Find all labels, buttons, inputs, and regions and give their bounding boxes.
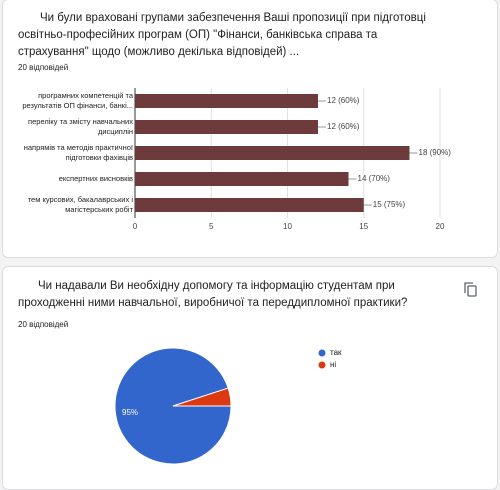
bar [135, 198, 364, 212]
x-tick-label: 5 [209, 222, 214, 231]
x-tick-label: 15 [359, 222, 368, 231]
legend-label: так [330, 348, 342, 357]
value-label: 15 (75%) [373, 200, 406, 209]
legend-label: ні [330, 360, 336, 369]
value-label: 12 (60%) [327, 96, 360, 105]
question-title: Чи надавали Ви необхідну допомогу та інф… [18, 280, 408, 309]
y-tick-label: експертних висновків [58, 174, 133, 183]
legend-swatch [318, 361, 326, 369]
value-label: 14 (70%) [358, 174, 391, 183]
y-tick-label: програмних компетенцій та результатів ОП… [22, 91, 133, 110]
response-count: 20 відповідей [18, 320, 69, 329]
bar [135, 94, 318, 108]
value-label: 18 (90%) [419, 148, 452, 157]
question-title: Чи були враховані групами забезпечення В… [18, 12, 426, 58]
legend-swatch [318, 349, 326, 357]
y-tick-label: тем курсових, бакалаврських і магістерсь… [27, 195, 133, 214]
value-label: 12 (60%) [327, 122, 360, 131]
card [2, 266, 498, 490]
bar [135, 146, 410, 160]
x-tick-label: 20 [436, 222, 445, 231]
copy-icon[interactable] [464, 282, 477, 297]
value-label: 95% [122, 408, 138, 417]
x-tick-label: 10 [283, 222, 292, 231]
pie-slice [172, 387, 232, 407]
bar [135, 172, 349, 186]
x-tick-label: 0 [133, 222, 138, 231]
response-count: 20 відповідей [18, 63, 69, 72]
bar [135, 120, 318, 134]
y-tick-label: переліку та змісту навчальних дисциплін [28, 117, 133, 136]
y-tick-label: напрямів та методів практичної підготовк… [23, 143, 133, 162]
